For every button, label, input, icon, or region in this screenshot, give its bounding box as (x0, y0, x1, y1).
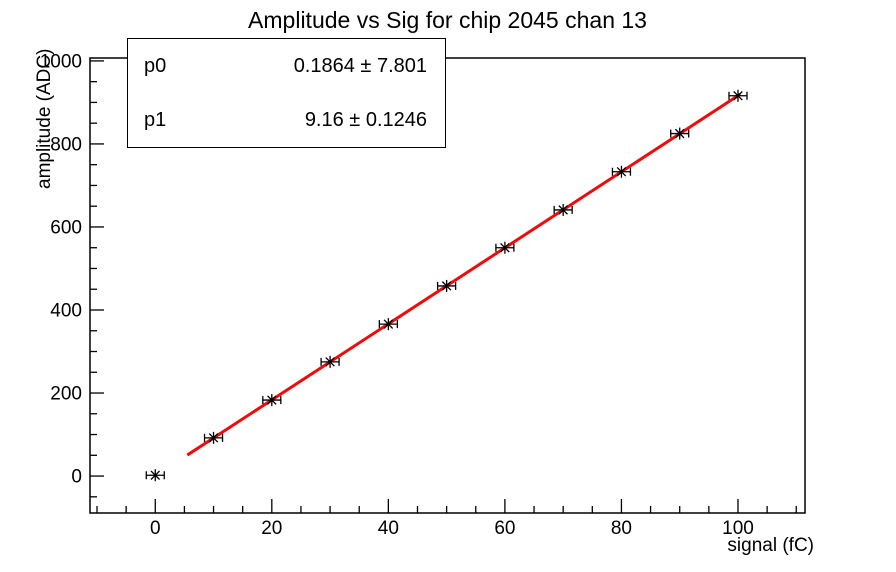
stats-param-name: p1 (144, 108, 167, 131)
stats-param-value: 0.1864 ± 7.801 (293, 54, 427, 77)
stats-param-name: p0 (144, 54, 167, 77)
y-tick-label: 200 (50, 384, 82, 405)
y-tick-label: 600 (50, 217, 82, 238)
data-marker (150, 470, 161, 480)
y-tick-label: 1000 (40, 51, 82, 72)
y-tick-label: 800 (50, 134, 82, 155)
x-tick-label: 40 (378, 518, 399, 539)
fit-stats-box: p0 0.1864 ± 7.801 p1 9.16 ± 0.1246 (127, 38, 446, 148)
x-axis-title: signal (fC) (727, 535, 814, 556)
x-tick-label: 20 (261, 518, 282, 539)
data-marker (383, 319, 394, 329)
plot-title: Amplitude vs Sig for chip 2045 chan 13 (248, 7, 647, 33)
x-tick-label: 60 (494, 518, 515, 539)
x-tick-label: 100 (722, 518, 754, 539)
data-marker (500, 242, 510, 253)
stats-row-p0: p0 0.1864 ± 7.801 (128, 39, 445, 93)
data-marker (616, 166, 627, 177)
data-marker (674, 128, 685, 139)
data-marker (267, 395, 277, 405)
x-tick-label: 0 (150, 518, 161, 539)
data-marker (733, 91, 743, 101)
data-marker (325, 357, 335, 367)
y-tick-label: 400 (50, 300, 82, 321)
data-marker (558, 205, 568, 215)
y-tick-label: 0 (71, 467, 82, 488)
x-tick-label: 80 (611, 518, 632, 539)
stats-row-p1: p1 9.16 ± 0.1246 (128, 93, 445, 147)
plot-frame (89, 57, 806, 514)
data-marker (441, 281, 452, 291)
stats-param-value: 9.16 ± 0.1246 (304, 108, 427, 131)
data-marker (208, 433, 219, 443)
fit-line (186, 92, 742, 457)
y-axis-title: amplitude (ADC) (34, 48, 55, 189)
